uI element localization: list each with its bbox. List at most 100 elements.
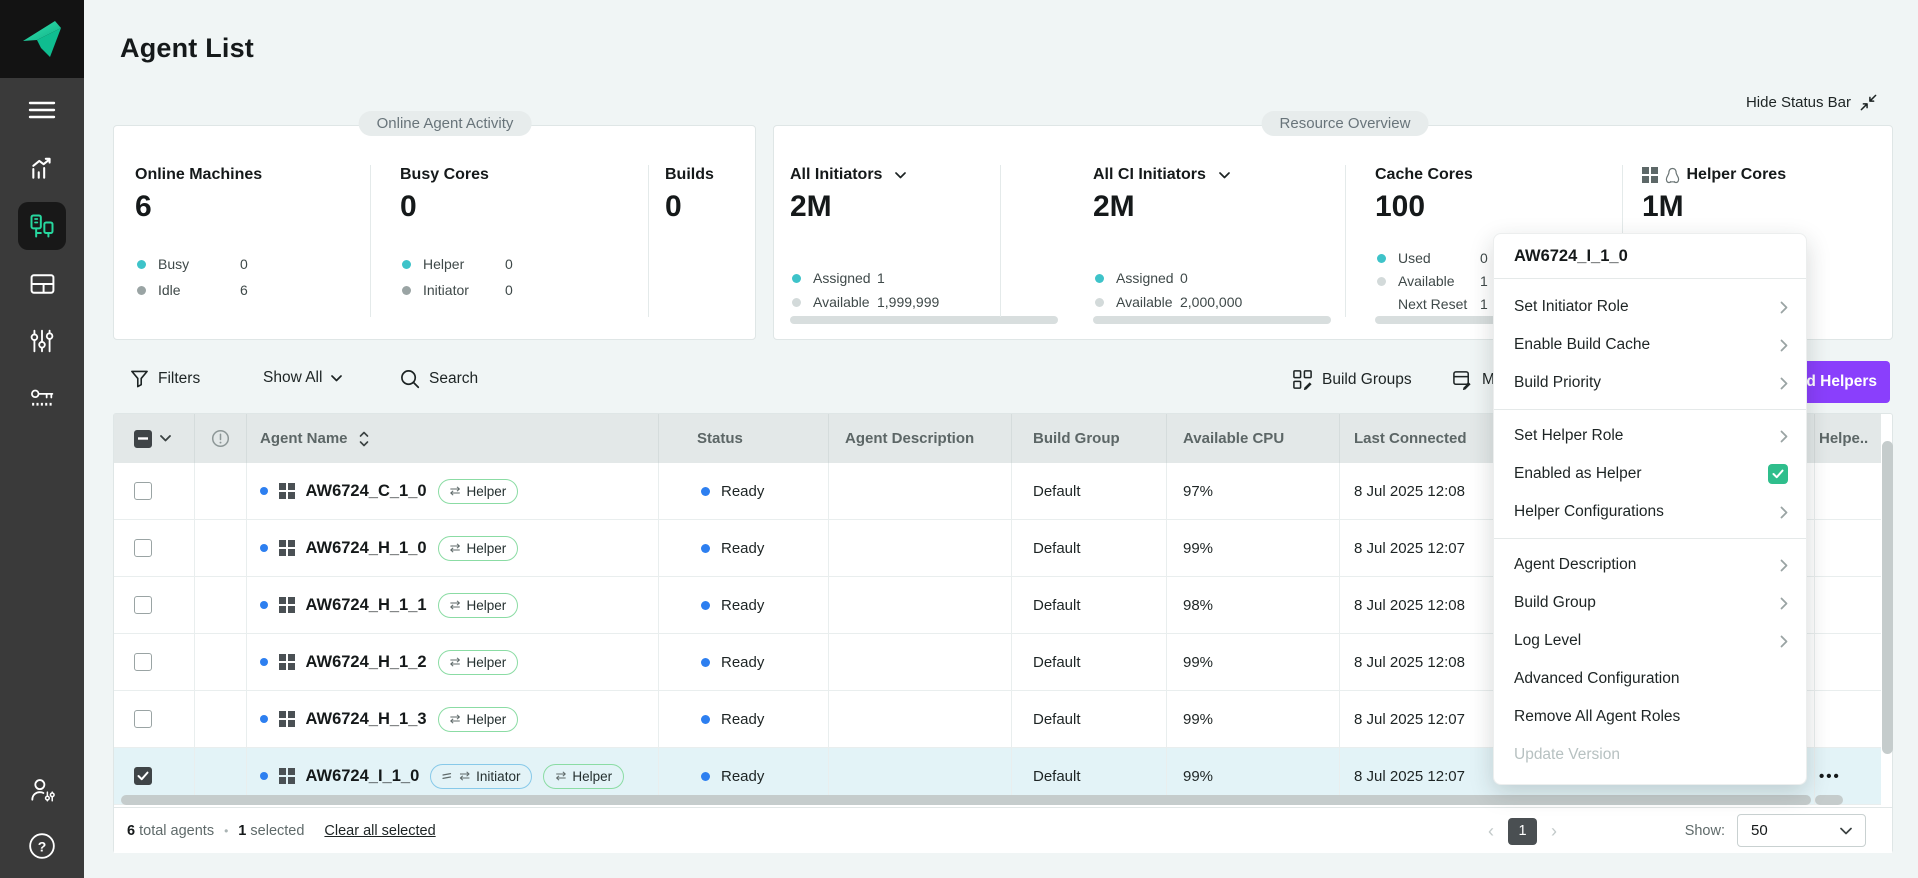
agent-name[interactable]: AW6724_H_1_0 — [306, 539, 427, 558]
row-checkbox[interactable] — [134, 653, 152, 671]
menu-divider — [1494, 409, 1806, 410]
chevron-down-icon[interactable] — [160, 435, 171, 442]
helpers-cell — [1814, 577, 1881, 633]
sidebar-item-help[interactable]: ? — [0, 824, 84, 868]
header-select-all[interactable] — [114, 414, 194, 463]
row-alert-cell — [194, 634, 246, 690]
linux-icon — [1665, 167, 1680, 184]
menu-item-advanced-configuration[interactable]: Advanced Configuration — [1494, 660, 1806, 698]
sidebar-item-user-settings[interactable] — [0, 768, 84, 812]
page-size-control: Show: 50 — [1685, 814, 1866, 847]
online-machines-title: Online Machines — [135, 166, 262, 184]
sidebar-item-license[interactable] — [0, 376, 84, 420]
next-page-button[interactable]: › — [1551, 822, 1557, 840]
menu-toggle[interactable] — [0, 88, 84, 132]
sidebar-item-settings[interactable] — [0, 319, 84, 363]
header-build-group[interactable]: Build Group — [1011, 414, 1166, 463]
helpers-cell — [1814, 463, 1881, 519]
horizontal-scrollbar[interactable] — [121, 795, 1811, 805]
status-dot — [701, 715, 710, 724]
menu-item-enable-build-cache[interactable]: Enable Build Cache — [1494, 326, 1806, 364]
header-available-cpu[interactable]: Available CPU — [1166, 414, 1339, 463]
sidebar-item-agents[interactable] — [18, 202, 66, 250]
menu-item-agent-description[interactable]: Agent Description — [1494, 546, 1806, 584]
row-checkbox[interactable] — [134, 710, 152, 728]
manage-button-partial[interactable]: M — [1452, 369, 1495, 390]
page-size-select[interactable]: 50 — [1737, 814, 1866, 847]
chevron-right-icon — [1780, 377, 1788, 390]
enabled-checkbox-checked[interactable] — [1768, 464, 1788, 484]
last-connected: 8 Jul 2025 12:08 — [1354, 597, 1465, 614]
sidebar-item-build-groups[interactable] — [0, 262, 84, 306]
current-page[interactable]: 1 — [1508, 818, 1537, 845]
agent-name[interactable]: AW6724_H_1_1 — [306, 596, 427, 615]
menu-item-build-group[interactable]: Build Group — [1494, 584, 1806, 622]
windows-icon — [279, 483, 295, 499]
status-text: Ready — [721, 654, 764, 671]
legend-used: Used 0 — [1377, 250, 1488, 266]
helper-badge: ⇄Helper — [543, 764, 624, 789]
online-machines-value: 6 — [135, 190, 152, 224]
menu-item-helper-configurations[interactable]: Helper Configurations — [1494, 493, 1806, 531]
menu-item-enabled-as-helper[interactable]: Enabled as Helper — [1494, 455, 1806, 493]
hide-status-bar-button[interactable]: Hide Status Bar — [1746, 93, 1878, 112]
row-checkbox[interactable] — [134, 539, 152, 557]
build-groups-button[interactable]: Build Groups — [1292, 369, 1412, 390]
agent-name[interactable]: AW6724_C_1_0 — [306, 482, 427, 501]
agent-name[interactable]: AW6724_H_1_3 — [306, 710, 427, 729]
chevron-right-icon — [1780, 339, 1788, 352]
sort-icon[interactable] — [359, 431, 369, 447]
menu-item-build-priority[interactable]: Build Priority — [1494, 364, 1806, 402]
chevron-down-icon — [1840, 827, 1852, 835]
menu-divider — [1494, 538, 1806, 539]
agent-name[interactable]: AW6724_H_1_2 — [306, 653, 427, 672]
select-all-checkbox[interactable] — [134, 430, 152, 448]
show-all-dropdown[interactable]: Show All — [263, 369, 342, 387]
header-agent-description[interactable]: Agent Description — [828, 414, 1011, 463]
row-alert-cell — [194, 463, 246, 519]
selection-summary: 6 total agents • 1 selected Clear all se… — [114, 823, 436, 839]
helper-badge: ⇄Helper — [438, 707, 519, 732]
search-button[interactable]: Search — [400, 369, 478, 389]
sidebar-item-insights[interactable] — [0, 146, 84, 190]
vertical-scrollbar[interactable] — [1882, 441, 1893, 754]
horizontal-scrollbar-secondary[interactable] — [1815, 795, 1843, 805]
row-checkbox[interactable] — [134, 482, 152, 500]
chevron-right-icon — [1780, 301, 1788, 314]
header-status[interactable]: Status — [658, 414, 828, 463]
status-text: Ready — [721, 540, 764, 557]
row-more-options-button[interactable]: ••• — [1819, 768, 1841, 785]
app-logo[interactable] — [0, 0, 84, 78]
header-agent-name[interactable]: Agent Name — [246, 414, 658, 463]
swap-arrows-icon: ⇄ — [450, 483, 461, 499]
busy-dot — [137, 260, 146, 269]
header-helpers[interactable]: Helpe.. — [1814, 414, 1881, 463]
status-text: Ready — [721, 768, 764, 785]
row-alert-cell — [194, 577, 246, 633]
prev-page-button[interactable]: ‹ — [1488, 822, 1494, 840]
status-dot — [701, 772, 710, 781]
legend-idle: Idle 6 — [137, 282, 248, 298]
chart-icon — [29, 155, 55, 181]
clear-all-selected-link[interactable]: Clear all selected — [324, 823, 435, 839]
helper-badge: ⇄Helper — [438, 650, 519, 675]
agent-name[interactable]: AW6724_I_1_0 — [306, 767, 420, 786]
last-connected: 8 Jul 2025 12:07 — [1354, 711, 1465, 728]
filters-button[interactable]: Filters — [130, 369, 200, 389]
menu-item-set-initiator-role[interactable]: Set Initiator Role — [1494, 288, 1806, 326]
menu-item-remove-all-agent-roles[interactable]: Remove All Agent Roles — [1494, 698, 1806, 736]
menu-item-log-level[interactable]: Log Level — [1494, 622, 1806, 660]
menu-item-set-helper-role[interactable]: Set Helper Role — [1494, 417, 1806, 455]
all-initiators-dropdown[interactable]: All Initiators — [790, 166, 906, 184]
row-checkbox[interactable] — [134, 596, 152, 614]
build-group: Default — [1033, 540, 1081, 557]
assigned-dot — [792, 274, 801, 283]
status-dot — [701, 544, 710, 553]
row-checkbox-checked[interactable] — [134, 767, 152, 785]
online-agent-activity-label: Online Agent Activity — [359, 111, 532, 136]
online-dot — [260, 715, 268, 723]
windows-icon — [279, 540, 295, 556]
all-ci-initiators-dropdown[interactable]: All CI Initiators — [1093, 166, 1230, 184]
online-dot — [260, 544, 268, 552]
build-group: Default — [1033, 483, 1081, 500]
